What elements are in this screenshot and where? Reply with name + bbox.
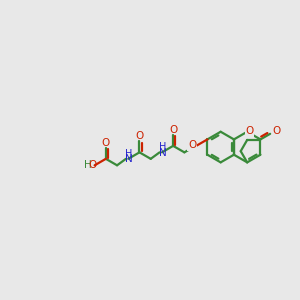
Text: O: O bbox=[188, 140, 196, 150]
Text: H: H bbox=[125, 149, 133, 159]
Text: N: N bbox=[159, 148, 167, 158]
Text: O: O bbox=[135, 131, 144, 141]
Text: O: O bbox=[88, 160, 96, 170]
Text: O: O bbox=[246, 126, 254, 136]
Text: H: H bbox=[84, 160, 92, 170]
Text: O: O bbox=[272, 127, 280, 136]
Text: H: H bbox=[159, 142, 166, 152]
Text: O: O bbox=[102, 138, 110, 148]
Text: N: N bbox=[125, 154, 133, 164]
Text: O: O bbox=[169, 125, 177, 135]
